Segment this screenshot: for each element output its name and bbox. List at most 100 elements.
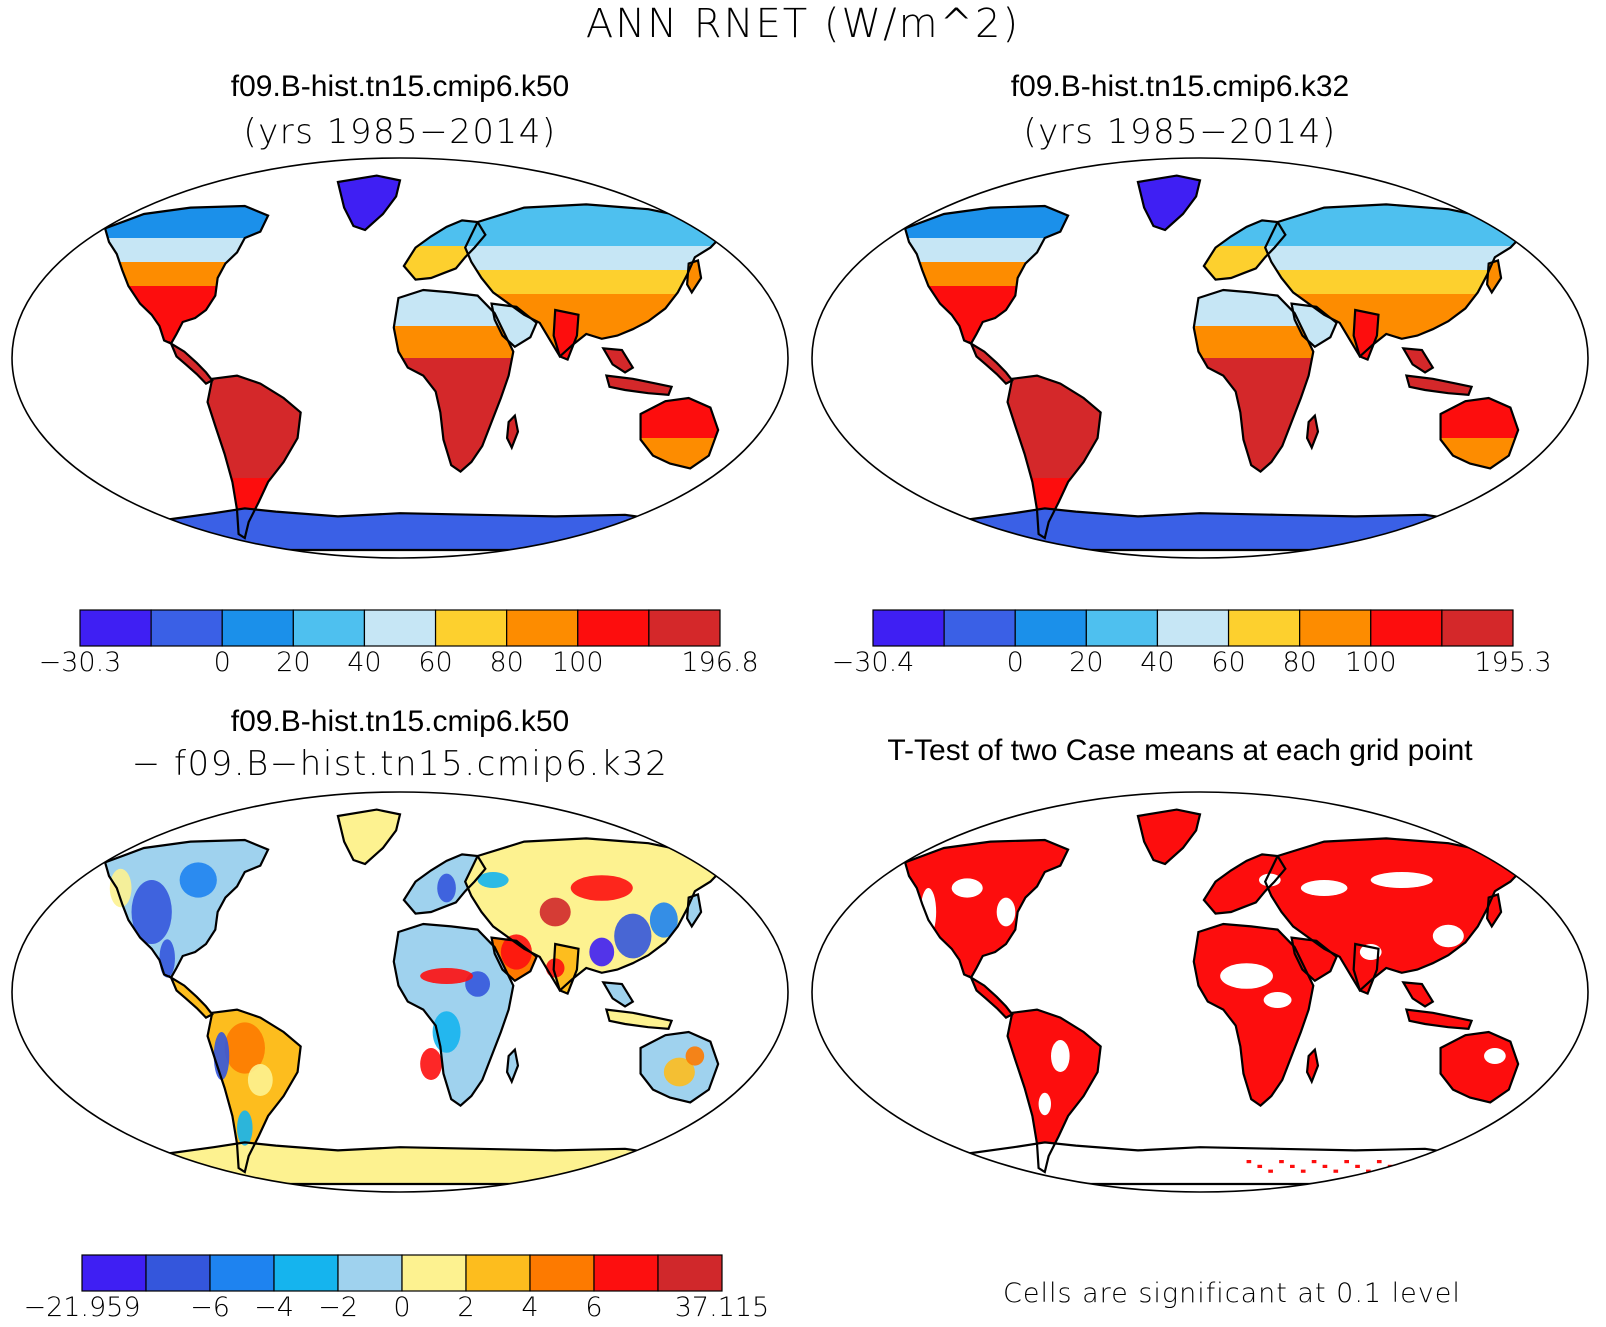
nonsignificant-patch	[1038, 1092, 1052, 1116]
colorbar-tick-label: 40	[347, 647, 382, 678]
colorbar-tick-label: 20	[1069, 647, 1104, 678]
anomaly-patch	[420, 968, 473, 984]
land-antarctica	[120, 1142, 680, 1184]
coastline-greenland	[338, 176, 400, 230]
nonsignificant-patch	[1220, 963, 1273, 989]
anomaly-patch	[437, 873, 456, 903]
anomaly-patch	[213, 1032, 230, 1080]
anomaly-patch	[159, 939, 175, 978]
coastline-europe	[404, 220, 485, 279]
panel-diff-subtitle: − f09.B−hist.tn15.cmip6.k32	[131, 744, 669, 784]
coastline-europe	[1204, 854, 1285, 913]
coastline-india	[1354, 310, 1379, 360]
coastline-japan	[687, 894, 701, 926]
coastline-india	[1354, 944, 1379, 994]
land-europe	[1203, 854, 1286, 914]
land-indonesia	[1406, 1009, 1472, 1029]
significant-speck	[1322, 1164, 1328, 1168]
coastline-madagascar	[507, 416, 518, 448]
colorbar-tick-label: 60	[418, 647, 453, 678]
colorbar-tick-label: 40	[1140, 647, 1175, 678]
map-k32	[811, 157, 1589, 559]
colorbar-tick-label: −6	[190, 1292, 230, 1323]
colorbar-swatch	[145, 1254, 211, 1292]
land-greenland	[1137, 175, 1200, 230]
nonsignificant-patch	[1224, 1038, 1238, 1058]
coastline-northAmerica	[905, 840, 1068, 978]
land-greenland	[337, 809, 400, 864]
colorbar-tick-label: 195.3	[1474, 647, 1552, 678]
colorbar-tick-label: 100	[1344, 647, 1397, 678]
significant-speck	[1290, 1164, 1295, 1168]
nonsignificant-patch	[1263, 992, 1292, 1008]
coastline-indonesia	[606, 1010, 671, 1029]
land-antarctica	[920, 1142, 1480, 1184]
land-greenland	[337, 175, 400, 230]
map-border	[11, 791, 789, 1193]
land-seAsia	[603, 982, 633, 1007]
significant-speck	[1398, 1169, 1404, 1173]
significant-speck	[1300, 1169, 1306, 1173]
colorbar-tick-label: 20	[276, 647, 311, 678]
coastline-arabia	[492, 938, 537, 981]
nonsignificant-patch	[1258, 873, 1281, 887]
significant-speck	[1311, 1160, 1317, 1164]
significant-speck	[1376, 1160, 1382, 1164]
anomaly-patch	[589, 937, 615, 967]
coastline-centralAmerica	[171, 978, 212, 1018]
colorbar-swatch	[943, 609, 1016, 647]
colorbar-tick-label: −4	[254, 1292, 294, 1323]
coastline-australia	[641, 398, 719, 468]
colorbar-tick-label: −30.3	[38, 647, 122, 678]
colorbar-swatch	[81, 1254, 147, 1292]
colorbar-tick-label: 0	[1006, 647, 1024, 678]
colorbar-k32	[872, 609, 1514, 647]
land-greenland	[1137, 809, 1200, 864]
colorbar-swatch	[1014, 609, 1087, 647]
land-seAsia	[1403, 982, 1433, 1007]
coastline-seAsia	[1403, 348, 1432, 372]
anomaly-patch	[570, 875, 633, 901]
panel-k32-title: f09.B-hist.tn15.cmip6.k32	[1010, 70, 1350, 103]
colorbar-swatch	[872, 609, 945, 647]
panel-diff-title: f09.B-hist.tn15.cmip6.k50	[230, 705, 570, 738]
coastline-australia	[641, 1032, 719, 1102]
land-seAsia	[603, 348, 633, 373]
colorbar-tick-label: 100	[551, 647, 604, 678]
significance-footnote: Cells are significant at 0.1 level	[1003, 1278, 1461, 1309]
coastline-africa	[394, 924, 514, 1106]
colorbar-swatch	[1299, 609, 1372, 647]
anomaly-patch	[663, 1057, 695, 1087]
nonsignificant-patch	[1484, 1048, 1506, 1064]
coastline-greenland	[1138, 176, 1200, 230]
land-africa	[1193, 924, 1314, 1106]
coastline-japan	[687, 260, 701, 292]
colorbar-k50	[79, 609, 721, 647]
coastline-northAmerica	[105, 206, 268, 344]
map-k50	[11, 157, 789, 559]
land-centralAmerica	[971, 977, 1013, 1018]
contour-band	[393, 326, 514, 358]
anomaly-patch	[109, 868, 132, 908]
anomaly-patch	[420, 1048, 442, 1080]
contour-band	[1193, 326, 1314, 358]
land-antarctica	[120, 508, 680, 550]
anomaly-patch	[614, 913, 652, 959]
colorbar-swatch	[529, 1254, 595, 1292]
land-centralAmerica	[171, 343, 213, 384]
coastline-africa	[394, 290, 514, 472]
coastline-madagascar	[507, 1050, 518, 1082]
land-centralAmerica	[171, 977, 213, 1018]
colorbar-swatch	[1227, 609, 1301, 647]
coastline-centralAmerica	[971, 344, 1012, 384]
nonsignificant-patch	[1300, 880, 1348, 896]
significant-speck	[1366, 1169, 1371, 1173]
anomaly-patch	[539, 897, 571, 927]
land-asia	[1265, 838, 1526, 991]
anomaly-patch	[131, 880, 172, 944]
coastline-indonesia	[1406, 376, 1471, 395]
colorbar-swatch	[273, 1254, 339, 1292]
colorbar-tick-label: −21.959	[23, 1292, 141, 1323]
colorbar-swatch	[593, 1254, 659, 1292]
colorbar-tick-label: 80	[489, 647, 524, 678]
